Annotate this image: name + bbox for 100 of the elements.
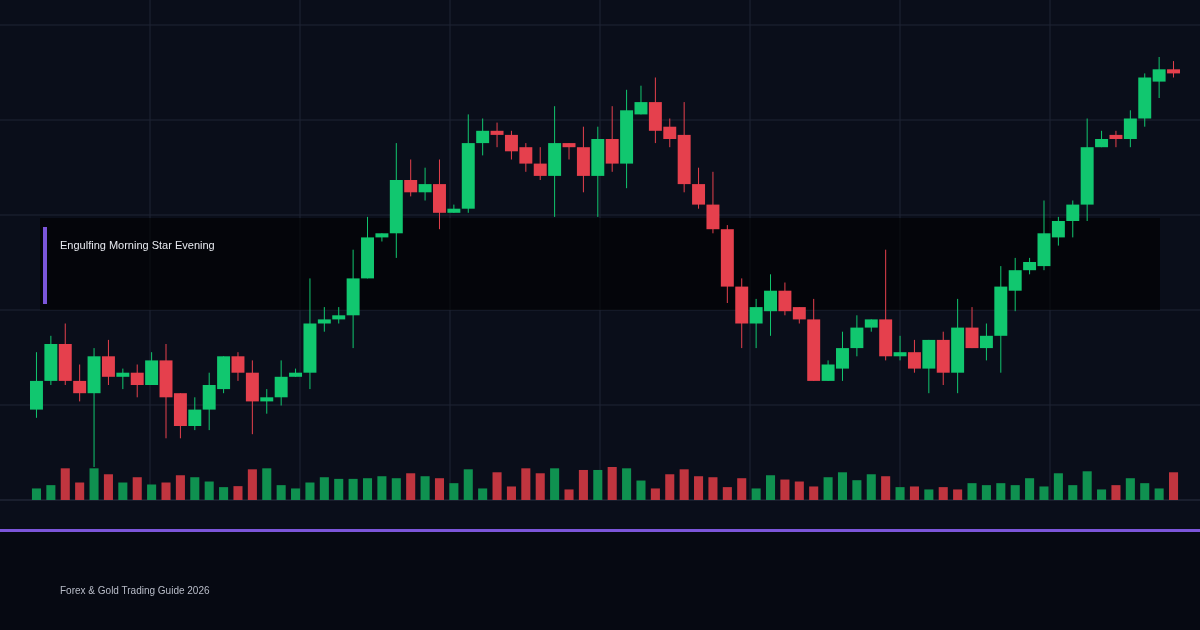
bar — [607, 467, 617, 500]
candlestick — [73, 364, 87, 402]
candlestick — [1109, 130, 1123, 148]
bar — [1168, 472, 1179, 500]
candlestick — [101, 339, 115, 386]
candlestick — [1123, 109, 1137, 148]
bar — [780, 479, 790, 500]
bar — [1125, 478, 1135, 500]
candlestick — [979, 323, 993, 361]
bar — [938, 487, 948, 500]
candlestick — [893, 335, 907, 361]
bar — [1039, 486, 1049, 500]
candlestick — [274, 359, 288, 406]
bar — [377, 476, 387, 500]
bar — [650, 488, 660, 500]
candlestick — [907, 339, 921, 374]
candlestick — [231, 351, 245, 382]
bar — [478, 488, 488, 500]
bar — [794, 481, 804, 500]
bar — [463, 469, 473, 500]
bar — [622, 468, 632, 500]
bar — [550, 468, 560, 500]
bar — [535, 473, 545, 500]
bar — [837, 472, 848, 500]
bar — [708, 477, 718, 500]
bar — [765, 475, 776, 500]
bar — [751, 488, 761, 500]
bar — [722, 487, 732, 500]
bar — [737, 478, 747, 500]
bar — [694, 476, 704, 500]
candlestick — [418, 167, 432, 201]
bar — [578, 469, 588, 500]
bar — [1154, 488, 1164, 500]
bar — [233, 486, 243, 500]
bar — [895, 487, 905, 500]
candlestick — [116, 368, 130, 390]
bar — [852, 480, 862, 500]
bar — [420, 476, 430, 500]
candlestick — [317, 306, 331, 333]
bar — [319, 477, 329, 500]
bar — [161, 482, 171, 500]
text: Forex & Gold Trading Guide 2026 — [60, 585, 210, 596]
candlestick — [490, 122, 504, 148]
bar — [981, 485, 991, 500]
bar — [291, 488, 301, 500]
bar — [996, 483, 1006, 500]
candlestick — [634, 85, 648, 115]
bar — [175, 475, 185, 500]
bar — [103, 474, 113, 500]
bar — [89, 468, 99, 500]
bar — [46, 485, 56, 500]
bar — [262, 468, 272, 500]
bar — [521, 468, 531, 500]
bar — [953, 489, 963, 500]
bar — [636, 480, 646, 500]
bar — [1010, 485, 1020, 500]
bar — [506, 486, 516, 500]
bar — [866, 474, 876, 500]
candlestick — [850, 314, 864, 357]
bar — [219, 487, 229, 500]
bar — [118, 482, 128, 500]
bar — [593, 469, 603, 500]
bar — [449, 483, 459, 500]
bar — [190, 477, 200, 500]
bar — [924, 489, 934, 500]
bar — [60, 468, 70, 500]
candlestick — [778, 282, 792, 316]
bar — [31, 488, 42, 500]
bar — [434, 478, 445, 500]
candlestick — [447, 204, 461, 214]
candlestick — [188, 396, 202, 431]
bar — [132, 477, 142, 500]
bar — [1053, 473, 1063, 500]
bar — [881, 476, 891, 500]
bar — [492, 472, 502, 500]
bar — [823, 477, 833, 500]
candlestick — [260, 388, 274, 415]
bar — [204, 481, 214, 500]
bar — [909, 486, 919, 500]
candlestick — [375, 232, 389, 242]
bar — [1082, 471, 1092, 500]
candlestick — [404, 159, 418, 197]
bar — [1068, 485, 1078, 500]
bar — [809, 486, 819, 500]
candlestick — [476, 118, 490, 156]
bar — [665, 474, 675, 500]
bar — [1097, 489, 1107, 500]
candlestick — [562, 142, 576, 160]
candlestick — [965, 306, 979, 349]
candlestick — [1008, 257, 1022, 312]
annotation: Engulfing Morning Star Evening — [60, 239, 215, 251]
bar — [75, 482, 85, 500]
candlestick — [1152, 56, 1166, 99]
bar — [564, 489, 574, 500]
bar — [247, 469, 257, 500]
bar — [305, 482, 315, 500]
candlestick — [1066, 200, 1080, 238]
bar — [391, 478, 401, 500]
bar — [276, 485, 286, 500]
candlestick — [130, 364, 144, 398]
